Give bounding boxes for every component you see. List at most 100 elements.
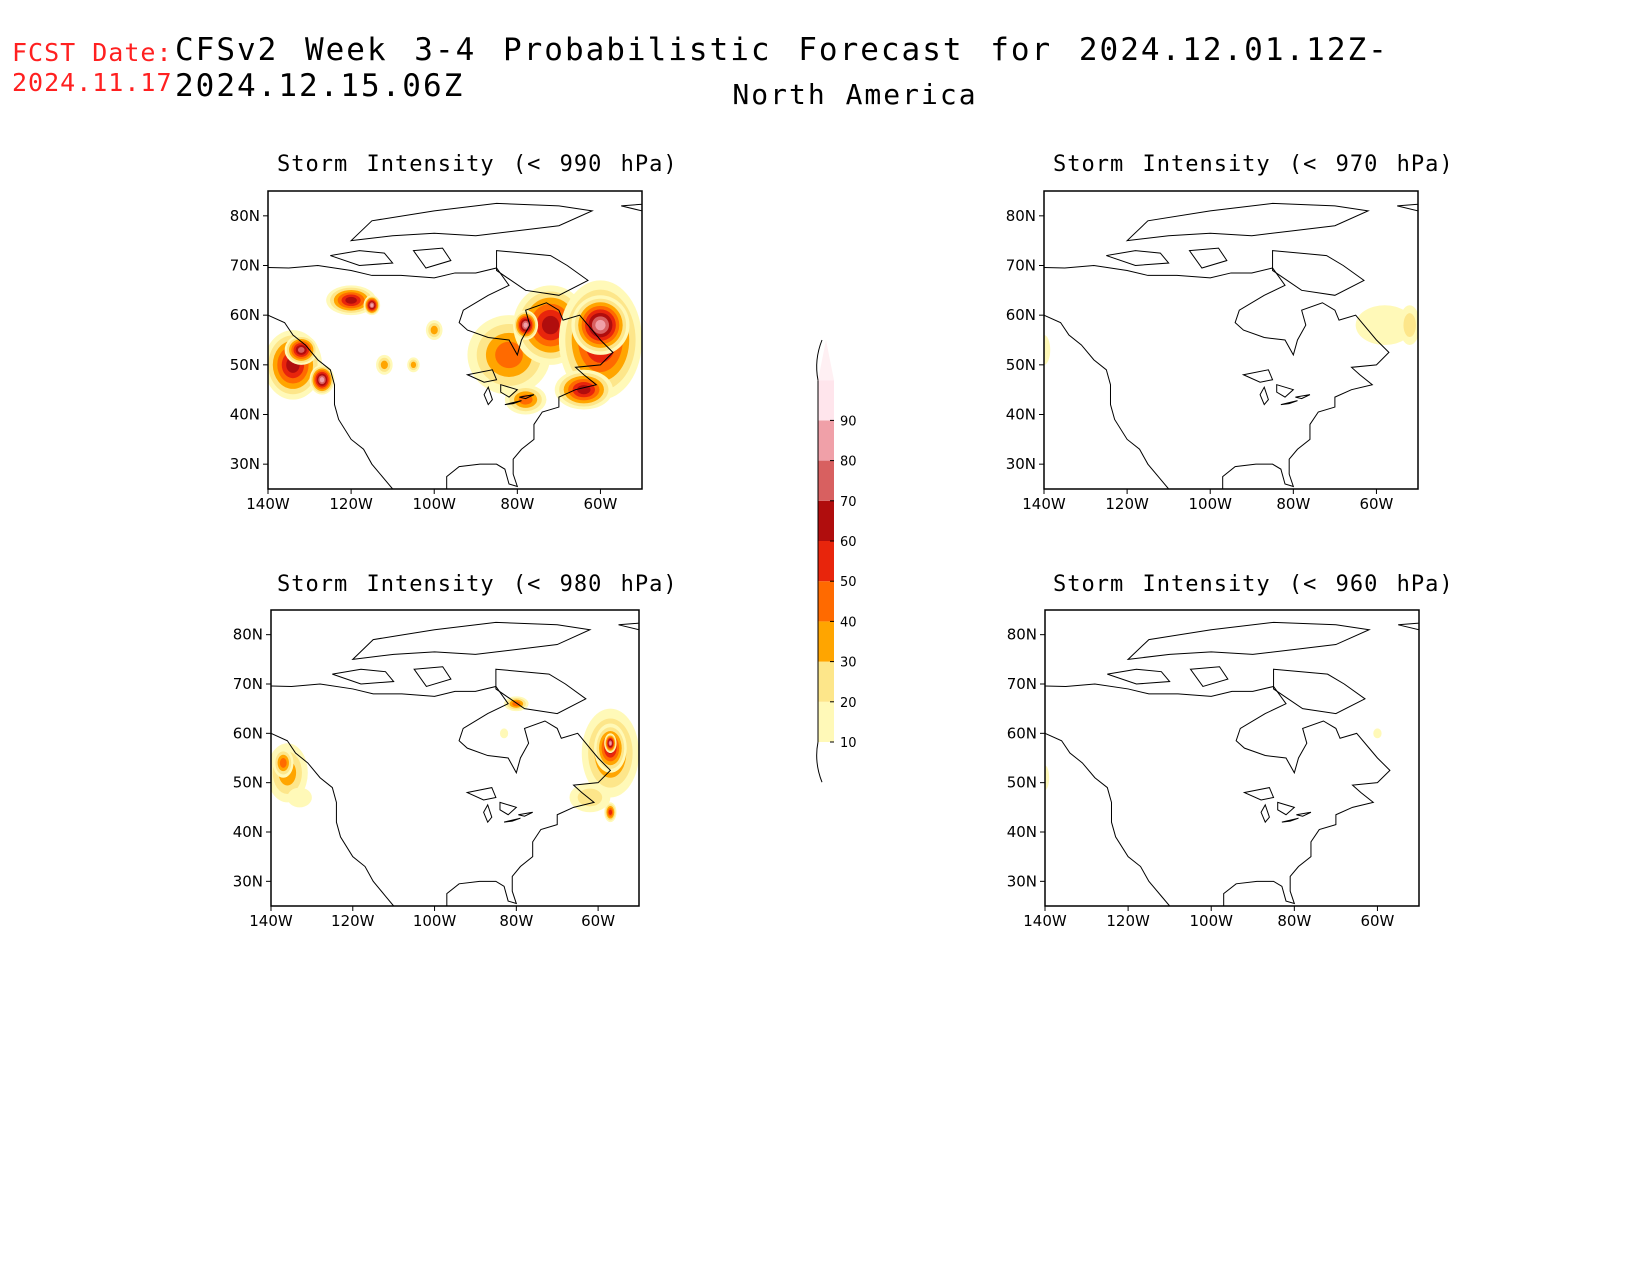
- map-content: [1044, 202, 1418, 489]
- island-outline: [413, 666, 452, 688]
- lat-tick-label: 40N: [1006, 406, 1036, 424]
- panel-title-980: Storm Intensity (< 980 hPa): [277, 572, 678, 597]
- lake-outline: [1260, 803, 1270, 824]
- lon-tick-label: 140W: [1022, 495, 1066, 513]
- colorbar-level-label: 70: [840, 495, 857, 510]
- forecast-date-label: FCST Date:: [12, 38, 173, 67]
- lat-tick-label: 30N: [1006, 455, 1036, 473]
- lake-outline: [465, 787, 497, 801]
- probability-contour: [523, 322, 528, 328]
- lat-tick-label: 60N: [230, 306, 260, 324]
- lat-tick-label: 50N: [233, 774, 263, 792]
- lat-tick-label: 80N: [1007, 626, 1037, 644]
- probability-contour: [577, 788, 603, 807]
- region-title: North America: [732, 78, 978, 111]
- colorbar-level-label: 90: [840, 414, 857, 429]
- coastline: [1044, 264, 1390, 489]
- map-frame: [267, 190, 643, 490]
- lat-tick-label: 70N: [230, 257, 260, 275]
- lat-tick-label: 50N: [1007, 774, 1037, 792]
- colorbar-level-label: 50: [840, 575, 857, 590]
- colorbar-level-label: 80: [840, 455, 857, 470]
- lat-tick-label: 30N: [1007, 872, 1037, 890]
- lat-tick-label: 60N: [1006, 306, 1036, 324]
- lon-tick-label: 120W: [329, 495, 373, 513]
- island-outline: [1188, 247, 1228, 269]
- map-p980: 80N 70N 60N 50N 40N 30N 140W 120W 100W 80W 60W: [233, 609, 640, 930]
- island-outline: [495, 668, 587, 715]
- probability-contour: [1373, 728, 1382, 739]
- lat-tick-label: 80N: [233, 626, 263, 644]
- lon-tick-label: 60W: [1359, 495, 1393, 513]
- colorbar-top-edge: [816, 339, 823, 381]
- lake-outline: [465, 369, 498, 383]
- island-outline: [1189, 666, 1229, 688]
- lake-outline: [483, 803, 493, 824]
- colorbar-top-cap: [818, 340, 834, 381]
- island-outline: [412, 247, 452, 269]
- page-title: CFSv2 Week 3-4 Probabilistic Forecast fo…: [175, 32, 1389, 104]
- probability-contour: [499, 728, 509, 739]
- lat-tick-label: 60N: [233, 724, 263, 742]
- lon-tick-label: 140W: [249, 912, 293, 930]
- lake-outline: [503, 817, 521, 823]
- probability-contour: [430, 325, 438, 335]
- lat-tick-label: 40N: [230, 406, 260, 424]
- lake-outline: [1259, 385, 1269, 406]
- forecast-date-value: 2024.11.17: [12, 68, 173, 97]
- lake-outline: [504, 400, 522, 406]
- lake-outline: [1296, 811, 1312, 817]
- island-outline: [1106, 250, 1170, 267]
- island-outline: [351, 621, 592, 661]
- lon-tick-label: 100W: [1188, 495, 1232, 513]
- colorbar-segment: [818, 661, 834, 702]
- lat-tick-label: 30N: [233, 872, 263, 890]
- probability-contour: [541, 315, 560, 335]
- coastline-west: [1045, 732, 1171, 906]
- probability-contour: [1355, 305, 1414, 345]
- lon-tick-label: 140W: [246, 495, 290, 513]
- coastline-west: [1044, 314, 1170, 489]
- map-p960: 80N 70N 60N 50N 40N 30N 140W 120W 100W 80W 60W: [1007, 609, 1420, 930]
- colorbar-level-label: 20: [840, 696, 857, 711]
- lake-outline: [499, 801, 518, 816]
- colorbar-level-label: 30: [840, 656, 857, 671]
- panel-title-990: Storm Intensity (< 990 hPa): [277, 152, 678, 177]
- island-outline: [332, 668, 395, 685]
- lat-tick-label: 50N: [230, 356, 260, 374]
- island-outline: [330, 250, 394, 267]
- probability-contour: [297, 346, 305, 353]
- lon-tick-label: 100W: [412, 495, 456, 513]
- colorbar-segment: [818, 581, 834, 622]
- colorbar-segment: [818, 500, 834, 541]
- lat-tick-label: 60N: [1007, 724, 1037, 742]
- coastline: [1045, 683, 1391, 906]
- probability-contour: [495, 341, 523, 369]
- lon-tick-label: 80W: [500, 495, 534, 513]
- map-content: [1045, 621, 1419, 906]
- lon-tick-label: 60W: [1360, 912, 1394, 930]
- lon-tick-label: 120W: [1105, 495, 1149, 513]
- colorbar-segment: [818, 621, 834, 662]
- map-frame: [1043, 190, 1419, 490]
- probability-contour: [380, 360, 388, 370]
- probability-contour: [608, 809, 613, 815]
- colorbar-segment: [818, 420, 834, 461]
- map-frame: [270, 609, 640, 907]
- island-outline: [1272, 250, 1365, 296]
- lake-outline: [1280, 400, 1298, 406]
- probability-contour: [319, 377, 325, 383]
- probability-contour: [609, 741, 612, 745]
- coastline-west: [268, 314, 394, 489]
- lat-tick-label: 70N: [233, 675, 263, 693]
- lon-tick-label: 80W: [499, 912, 533, 930]
- lake-outline: [1241, 369, 1274, 383]
- colorbar-level-label: 10: [840, 736, 857, 751]
- colorbar-segment: [818, 541, 834, 582]
- colorbar-segment: [818, 701, 834, 742]
- lat-tick-label: 40N: [233, 823, 263, 841]
- colorbar-level-label: 40: [840, 615, 857, 630]
- probability-contour: [1045, 765, 1050, 791]
- island-outline: [496, 250, 589, 296]
